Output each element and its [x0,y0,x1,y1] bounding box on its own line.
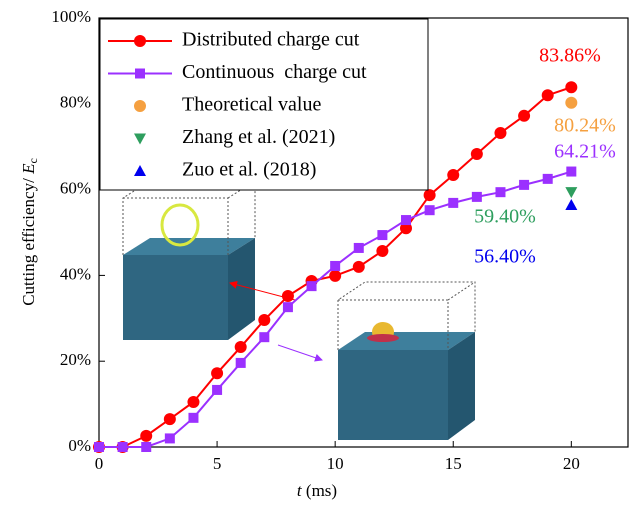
marker [94,442,104,452]
marker [140,429,153,442]
marker [212,384,223,395]
marker [424,205,435,216]
value-label: 59.40% [474,206,536,228]
y-tick-label: 40% [60,264,91,283]
marker [234,341,247,354]
y-text: Cutting efficiency/ [19,174,38,306]
marker [400,222,413,235]
value-label: 64.21% [554,141,616,163]
legend-label: Theoretical value [182,94,321,116]
y-axis-title: Cutting efficiency/ Ec [19,158,40,306]
marker [134,133,146,145]
marker [471,191,482,202]
marker [566,166,577,177]
marker [377,230,388,241]
legend-label: Distributed charge cut [182,29,360,51]
legend-label: Continuous charge cut [182,61,367,83]
marker [353,242,364,253]
marker [352,260,365,273]
marker [258,314,271,327]
marker [135,68,145,79]
plot-frame [98,17,629,448]
inset-2 [337,281,476,440]
marker [163,413,176,426]
y-tick-label: 0% [68,436,91,455]
value-label: 56.40% [474,246,536,268]
marker [306,281,317,292]
marker [565,81,578,94]
marker [187,395,200,408]
marker [211,367,224,380]
x-tick-label: 0 [95,454,104,473]
y-tick-label: 20% [60,350,91,369]
y-var: E [19,163,38,175]
marker [188,412,199,423]
x-tick-label: 15 [445,454,462,473]
x-var: t [297,481,303,500]
x-axis-title: t (ms) [297,481,337,500]
marker [282,302,293,313]
x-tick-label: 20 [563,454,580,473]
marker [542,173,553,184]
marker [470,147,483,160]
marker [259,332,270,343]
marker [448,197,459,208]
marker [565,199,578,211]
x-tick-label: 10 [327,454,344,473]
annotation: 83.86% [539,45,601,67]
y-tick-label: 80% [60,93,91,112]
marker [519,179,530,190]
x-unit: (ms) [302,481,337,500]
y-sub: c [26,158,40,163]
y-tick-label: 60% [60,179,91,198]
legend-label: Zuo et al. (2018) [182,159,316,181]
marker [134,35,146,47]
marker [541,89,554,102]
marker [495,187,506,198]
arrow [277,344,323,362]
marker [565,187,578,199]
marker [329,269,342,282]
marker [330,260,341,271]
value-label: 80.24% [554,115,616,137]
marker [134,165,146,176]
marker [423,189,436,202]
marker [281,289,294,302]
marker [117,442,128,452]
marker [134,100,146,112]
marker [518,109,531,122]
inset-1 [122,180,256,340]
marker [447,169,460,182]
x-tick-label: 5 [213,454,222,473]
marker [164,433,175,444]
marker [235,357,246,368]
marker [494,126,507,139]
y-tick-label: 100% [51,7,91,26]
marker [401,215,412,226]
marker [565,96,578,109]
legend-label: Zhang et al. (2021) [182,126,335,148]
legend-box [99,18,429,191]
marker [141,442,152,452]
marker [376,244,389,257]
